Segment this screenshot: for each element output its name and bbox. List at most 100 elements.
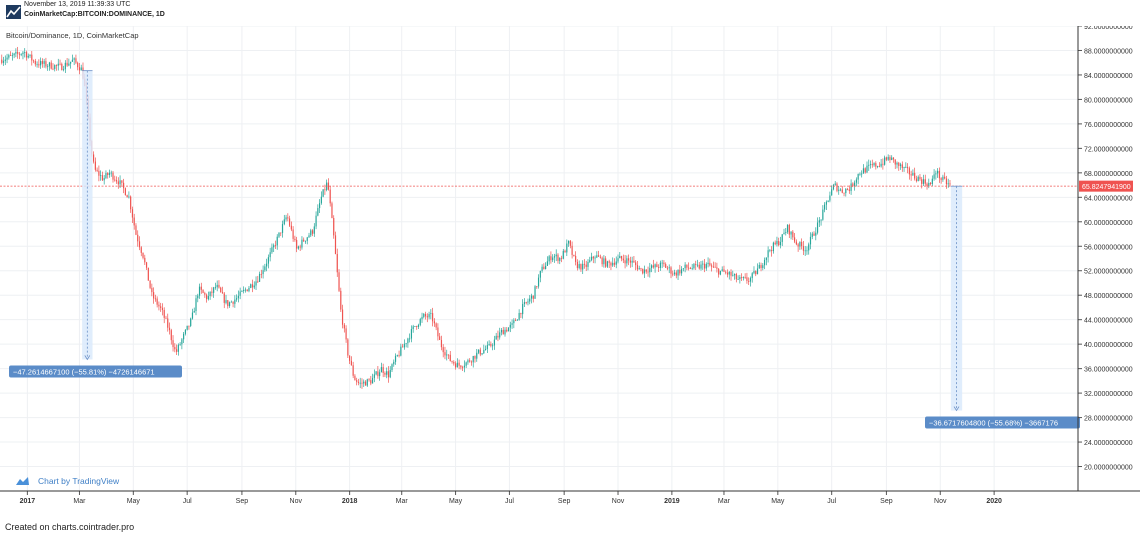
candle-body [264, 266, 266, 271]
candle-body [258, 273, 261, 282]
candle-body [48, 62, 51, 67]
candle-body [114, 179, 116, 181]
candle-body [200, 286, 202, 290]
x-tick-label: 2020 [986, 498, 1002, 505]
candle-body [698, 264, 700, 269]
candle-body [629, 260, 631, 263]
candle-body [779, 241, 782, 246]
candle-body [857, 173, 859, 180]
price-chart[interactable]: 65.8247941900 −47.2614667100 (−55.81%) −4… [0, 26, 1140, 520]
candle-body [18, 53, 21, 55]
candle-body [705, 264, 707, 269]
candle-body [622, 258, 624, 261]
candle-body [583, 263, 586, 265]
candle-body [894, 159, 896, 165]
candle-body [209, 291, 211, 297]
candle-body [695, 264, 697, 265]
candle-body [211, 291, 213, 293]
candle-body [214, 287, 217, 289]
candle-body [416, 326, 418, 327]
candle-body [202, 289, 204, 293]
candle-body [891, 157, 893, 161]
candle-body [433, 321, 435, 324]
candle-body [410, 329, 413, 339]
candle-body [382, 367, 384, 373]
candle-body [910, 174, 912, 176]
candle-body [575, 255, 577, 262]
candle-body [882, 163, 884, 165]
candle-body [4, 59, 6, 61]
candle-body [658, 267, 660, 268]
candle-body [329, 189, 331, 204]
y-tick-label: 60.0000000000 [1084, 220, 1133, 227]
candle-body [248, 287, 250, 292]
candle-body [375, 371, 377, 375]
candle-body [566, 243, 568, 253]
candle-body [221, 292, 224, 294]
candle-body [868, 164, 870, 166]
candle-body [492, 345, 494, 347]
candle-body [384, 372, 386, 375]
tradingview-watermark[interactable]: Chart by TradingView [16, 476, 120, 486]
x-tick-label: Mar [718, 498, 731, 505]
candle-body [403, 343, 405, 348]
candle-body [440, 339, 443, 348]
candle-body [578, 264, 580, 269]
candle-body [158, 304, 160, 307]
candle-body [379, 372, 381, 377]
measure-arrow-head [84, 355, 91, 361]
candle-body [191, 312, 194, 319]
candle-body [2, 60, 5, 63]
candle-body [281, 224, 284, 233]
candle-body [908, 168, 910, 175]
candle-body [691, 268, 693, 269]
candle-body [6, 57, 8, 60]
candle-body [371, 377, 374, 384]
candle-body [689, 268, 692, 269]
candle-body [899, 164, 902, 166]
candle-body [693, 264, 695, 269]
candle-body [665, 264, 667, 268]
candle-body [612, 262, 614, 266]
candle-body [569, 240, 571, 246]
candle-body [27, 55, 29, 58]
candle-body [790, 231, 792, 235]
candle-body [29, 54, 31, 56]
x-tick-label: 2017 [20, 498, 36, 505]
candle-body [34, 60, 36, 65]
measure-label: −36.6717604800 (−55.68%) −3667176 [929, 419, 1058, 428]
candle-body [922, 179, 925, 184]
candle-body [559, 257, 561, 261]
candle-body [343, 324, 345, 329]
candle-body [587, 261, 589, 267]
candle-body [61, 63, 63, 71]
candle-body [327, 182, 330, 190]
candle-body [269, 252, 271, 258]
candle-body [149, 280, 151, 288]
candle-body [239, 291, 241, 296]
candle-body [153, 292, 155, 299]
candle-body [467, 360, 469, 363]
candle-body [223, 293, 225, 303]
candle-body [359, 382, 361, 384]
candle-body [341, 309, 344, 325]
candle-body [523, 302, 526, 305]
candle-body [643, 269, 646, 274]
candle-body [237, 295, 239, 299]
candle-body [78, 67, 81, 71]
candle-body [772, 242, 775, 252]
candle-body [582, 263, 584, 270]
candle-body [642, 268, 644, 274]
x-tick-label: Mar [73, 498, 86, 505]
y-tick-label: 68.0000000000 [1084, 171, 1133, 178]
candle-body [73, 58, 75, 60]
candle-body [797, 244, 799, 247]
candle-body [439, 336, 441, 340]
candle-body [465, 362, 467, 366]
candle-body [594, 257, 596, 259]
candle-body [301, 239, 303, 248]
candle-body [733, 273, 736, 276]
tradingview-cloud-icon [16, 477, 29, 485]
candle-body [820, 219, 822, 221]
candle-body [105, 173, 107, 179]
